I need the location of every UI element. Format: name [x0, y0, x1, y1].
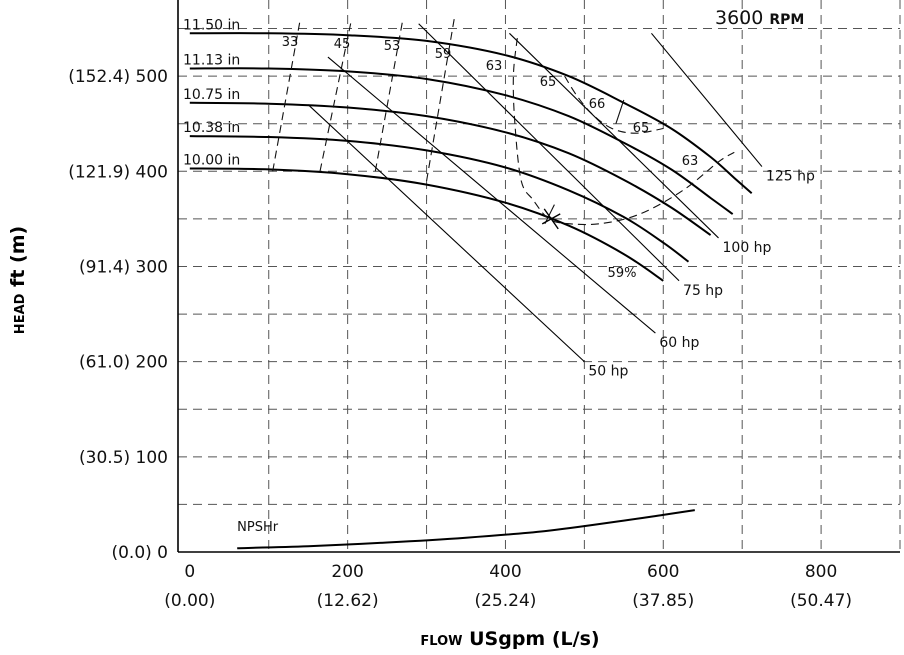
efficiency-curve	[544, 204, 555, 224]
power-label: 100 hp	[723, 240, 772, 256]
y-axis-title: HEAD ft (m)	[7, 226, 29, 334]
impeller-label: 10.00 in	[183, 152, 240, 168]
impeller-label: 10.38 in	[183, 120, 240, 136]
impeller-curves: 11.50 in 11.13 in 10.75 in 10.38 in 10.00 in	[183, 17, 753, 282]
x-tick-label: 600	[647, 562, 679, 582]
efficiency-curve	[512, 38, 735, 226]
power-line	[651, 32, 763, 167]
efficiency-label: 59	[435, 47, 452, 62]
efficiency-label: 63	[682, 154, 699, 169]
power-line	[509, 32, 719, 239]
efficiency-label: 65	[633, 121, 650, 136]
grid	[178, 0, 901, 552]
efficiency-curves: 33 45 53 59 63 65 66 59% 65 63	[272, 18, 735, 281]
x-axis-title: FLOW USgpm (L/s)	[420, 628, 599, 650]
y-tick-label: (152.4) 500	[68, 67, 168, 87]
speed-label: 3600 RPM	[715, 7, 804, 29]
power-line	[418, 23, 680, 282]
efficiency-label: 66	[589, 97, 606, 112]
x-tick-sublabel: (12.62)	[317, 591, 379, 611]
impeller-label: 11.50 in	[183, 17, 240, 33]
power-label: 125 hp	[766, 169, 815, 185]
y-tick-label: (121.9) 400	[68, 162, 168, 182]
impeller-label: 11.13 in	[183, 53, 240, 69]
impeller-curve	[189, 101, 712, 236]
efficiency-label: 53	[384, 39, 401, 54]
npshr-curve: NPSHr	[237, 509, 695, 550]
efficiency-curve	[615, 99, 625, 124]
y-tick-label: (61.0) 200	[79, 353, 168, 373]
efficiency-label: 33	[282, 35, 299, 50]
efficiency-label: 45	[334, 37, 351, 52]
impeller-label: 10.75 in	[183, 87, 240, 103]
impeller-curve	[189, 67, 734, 215]
npshr-label: NPSHr	[237, 520, 279, 535]
power-label: 50 hp	[588, 364, 628, 380]
power-label: 75 hp	[683, 283, 723, 299]
impeller-curve	[189, 32, 753, 194]
power-lines: 50 hp 60 hp 75 hp 100 hp 125 hp	[307, 23, 815, 380]
x-tick-sublabel: (0.00)	[164, 591, 215, 611]
efficiency-label: 63	[486, 59, 503, 74]
power-line	[307, 104, 585, 363]
x-tick-label: 0	[184, 562, 195, 582]
npshr-line	[237, 509, 695, 550]
efficiency-curve	[426, 18, 455, 181]
x-tick-sublabel: (37.85)	[632, 591, 694, 611]
x-tick-sublabel: (50.47)	[790, 591, 852, 611]
power-line	[327, 56, 656, 334]
efficiency-label: 65	[540, 75, 557, 90]
x-tick-label: 800	[805, 562, 837, 582]
power-label: 60 hp	[659, 335, 699, 351]
y-tick-label: (91.4) 300	[79, 257, 168, 277]
y-tick-label: (30.5) 100	[79, 448, 168, 468]
x-tick-label: 200	[331, 562, 363, 582]
efficiency-label: 59%	[608, 266, 637, 281]
axes: (0.0) 0 (30.5) 100 (61.0) 200 (91.4) 300 (12…	[68, 0, 900, 611]
impeller-curve	[189, 167, 664, 282]
y-tick-label: (0.0) 0	[111, 543, 168, 563]
x-tick-sublabel: (25.24)	[474, 591, 536, 611]
x-tick-label: 400	[489, 562, 521, 582]
efficiency-curve	[564, 75, 664, 134]
impeller-curve	[189, 135, 690, 263]
bep-marker	[541, 213, 561, 225]
